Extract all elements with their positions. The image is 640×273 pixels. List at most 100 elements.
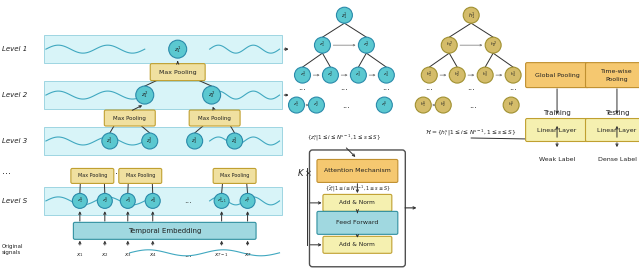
- Circle shape: [72, 193, 87, 208]
- FancyBboxPatch shape: [213, 168, 256, 183]
- Text: Level 2: Level 2: [2, 92, 28, 98]
- Circle shape: [351, 67, 366, 83]
- FancyBboxPatch shape: [44, 35, 282, 63]
- Circle shape: [294, 67, 310, 83]
- Text: Max Pooling: Max Pooling: [113, 115, 146, 121]
- Text: Max Pooling: Max Pooling: [159, 70, 196, 75]
- Text: Shared: Shared: [579, 120, 596, 126]
- Text: Feed Forward: Feed Forward: [336, 220, 379, 225]
- Text: $h_3^3$: $h_3^3$: [482, 70, 488, 80]
- Circle shape: [136, 86, 154, 104]
- FancyBboxPatch shape: [525, 118, 589, 141]
- FancyBboxPatch shape: [323, 194, 392, 211]
- Text: $z_2^2$: $z_2^2$: [364, 40, 369, 51]
- Text: $z_2^S$: $z_2^S$: [314, 100, 319, 110]
- Text: Temporal Embedding: Temporal Embedding: [128, 228, 202, 234]
- FancyBboxPatch shape: [44, 127, 282, 155]
- Text: Original
signals: Original signals: [2, 244, 24, 255]
- Text: ...: ...: [115, 166, 124, 176]
- FancyBboxPatch shape: [317, 159, 398, 182]
- Text: $z_4^S$: $z_4^S$: [150, 196, 156, 206]
- Text: $h_1^1$: $h_1^1$: [468, 10, 475, 20]
- Text: Pooling: Pooling: [605, 78, 628, 82]
- Text: $x_{T-1}$: $x_{T-1}$: [214, 251, 229, 259]
- Text: $z_3^3$: $z_3^3$: [191, 136, 198, 146]
- Text: $z_3^S$: $z_3^S$: [125, 196, 131, 206]
- Text: Max Pooling: Max Pooling: [198, 115, 231, 121]
- Text: ...: ...: [184, 250, 191, 259]
- Text: $x_T$: $x_T$: [244, 251, 252, 259]
- Text: Level 1: Level 1: [2, 46, 28, 52]
- Circle shape: [485, 37, 501, 53]
- Circle shape: [240, 193, 255, 208]
- Circle shape: [169, 40, 187, 58]
- Text: $z_4^3$: $z_4^3$: [383, 70, 389, 80]
- Circle shape: [289, 97, 305, 113]
- Text: ...: ...: [426, 83, 433, 91]
- Text: ...: ...: [298, 83, 307, 91]
- Text: $h_4^3$: $h_4^3$: [510, 70, 516, 80]
- Circle shape: [314, 37, 330, 53]
- FancyBboxPatch shape: [150, 64, 205, 81]
- Text: $z_1^1$: $z_1^1$: [174, 44, 181, 55]
- Circle shape: [141, 133, 157, 149]
- Text: $z_T^S$: $z_T^S$: [244, 196, 251, 206]
- FancyBboxPatch shape: [71, 168, 114, 183]
- Text: Add & Norm: Add & Norm: [339, 242, 375, 247]
- Text: $\{z_i^s|1\leq i\leq N^{s-1},1\leq s\leq S\}$: $\{z_i^s|1\leq i\leq N^{s-1},1\leq s\leq…: [307, 133, 381, 143]
- FancyBboxPatch shape: [317, 211, 398, 234]
- Circle shape: [120, 193, 135, 208]
- Text: $h_1^S$: $h_1^S$: [420, 100, 427, 110]
- Text: $z_1^3$: $z_1^3$: [106, 136, 113, 146]
- Text: Level 3: Level 3: [2, 138, 28, 144]
- Circle shape: [358, 37, 374, 53]
- FancyBboxPatch shape: [44, 187, 282, 215]
- Text: $z_1^3$: $z_1^3$: [300, 70, 305, 80]
- Text: $z_2^3$: $z_2^3$: [328, 70, 333, 80]
- Text: Weak Label: Weak Label: [539, 158, 575, 162]
- Text: $h_2^2$: $h_2^2$: [490, 40, 497, 51]
- Circle shape: [214, 193, 229, 208]
- FancyBboxPatch shape: [44, 81, 282, 109]
- Circle shape: [187, 133, 203, 149]
- Circle shape: [145, 193, 160, 208]
- Text: $x_2$: $x_2$: [101, 251, 109, 259]
- Text: $h_1^2$: $h_1^2$: [446, 40, 452, 51]
- Text: Level S: Level S: [2, 198, 28, 204]
- Text: ...: ...: [467, 83, 475, 91]
- Text: $\{\hat{z}_i^s|1\leq i\leq N^{s-1},1\leq s\leq S\}$: $\{\hat{z}_i^s|1\leq i\leq N^{s-1},1\leq…: [324, 184, 390, 194]
- Text: ...: ...: [2, 166, 11, 176]
- Text: ...: ...: [469, 100, 477, 109]
- Text: $z_1^2$: $z_1^2$: [141, 90, 148, 100]
- Text: Dense Label: Dense Label: [598, 158, 636, 162]
- Text: $h_2^S$: $h_2^S$: [440, 100, 447, 110]
- Text: $z_2^S$: $z_2^S$: [102, 196, 108, 206]
- Text: Global Pooling: Global Pooling: [534, 73, 579, 78]
- Text: Testing: Testing: [605, 110, 629, 116]
- FancyBboxPatch shape: [323, 236, 392, 253]
- Text: $z_4^3$: $z_4^3$: [231, 136, 238, 146]
- Circle shape: [323, 67, 339, 83]
- Text: $z_T^S$: $z_T^S$: [381, 100, 387, 110]
- Text: ...: ...: [220, 166, 229, 176]
- Circle shape: [203, 86, 221, 104]
- FancyBboxPatch shape: [104, 110, 156, 126]
- Circle shape: [415, 97, 431, 113]
- Circle shape: [337, 7, 353, 23]
- Text: $z_1^2$: $z_1^2$: [319, 40, 326, 51]
- Text: $z_2^2$: $z_2^2$: [208, 90, 215, 100]
- Text: weight: weight: [579, 129, 595, 135]
- Text: $z_1^S$: $z_1^S$: [77, 196, 83, 206]
- Text: $h_T^S$: $h_T^S$: [508, 100, 515, 110]
- Circle shape: [463, 7, 479, 23]
- Circle shape: [449, 67, 465, 83]
- Text: $h_1^3$: $h_1^3$: [426, 70, 433, 80]
- Text: $z_1^1$: $z_1^1$: [341, 10, 348, 20]
- FancyBboxPatch shape: [119, 168, 162, 183]
- Text: Training: Training: [543, 110, 571, 116]
- Text: $\mathcal{H}=\{h_i^s|1\leq i\leq N^{s-1},1\leq s\leq S\}$: $\mathcal{H}=\{h_i^s|1\leq i\leq N^{s-1}…: [426, 128, 517, 138]
- Text: $z_2^3$: $z_2^3$: [147, 136, 153, 146]
- Circle shape: [505, 67, 521, 83]
- Text: ...: ...: [342, 100, 350, 109]
- Text: ...: ...: [383, 83, 390, 91]
